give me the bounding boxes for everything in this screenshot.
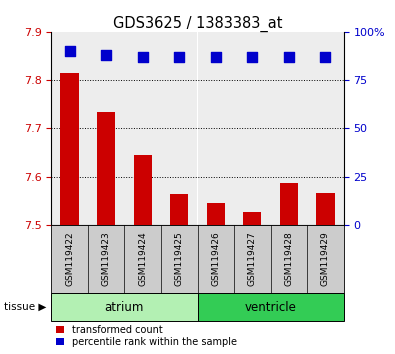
Text: GSM119427: GSM119427 — [248, 232, 257, 286]
Point — [286, 54, 292, 60]
Bar — [198, 292, 344, 321]
Legend: transformed count, percentile rank within the sample: transformed count, percentile rank withi… — [56, 325, 237, 347]
Text: atrium: atrium — [105, 301, 144, 314]
Point — [103, 52, 109, 58]
Point — [322, 54, 329, 60]
Point — [66, 48, 73, 54]
Bar — [243, 212, 261, 225]
Text: ventricle: ventricle — [245, 301, 297, 314]
Text: GSM119425: GSM119425 — [175, 232, 184, 286]
Bar — [207, 203, 225, 225]
Text: GSM119422: GSM119422 — [65, 232, 74, 286]
Bar — [198, 32, 234, 225]
Point — [176, 54, 182, 60]
Bar — [51, 292, 198, 321]
Bar — [51, 32, 88, 225]
Bar — [97, 112, 115, 225]
Text: GSM119426: GSM119426 — [211, 232, 220, 286]
Title: GDS3625 / 1383383_at: GDS3625 / 1383383_at — [113, 16, 282, 32]
Text: GSM119428: GSM119428 — [284, 232, 293, 286]
Point — [213, 54, 219, 60]
Text: GSM119424: GSM119424 — [138, 232, 147, 286]
Bar — [134, 155, 152, 225]
Bar — [60, 73, 79, 225]
Bar — [316, 193, 335, 225]
Bar — [88, 32, 124, 225]
Text: tissue ▶: tissue ▶ — [4, 302, 46, 312]
Bar — [307, 32, 344, 225]
Bar — [124, 32, 161, 225]
Bar — [234, 32, 271, 225]
Bar — [271, 32, 307, 225]
Text: GSM119423: GSM119423 — [102, 232, 111, 286]
Bar — [280, 183, 298, 225]
Bar — [170, 194, 188, 225]
Point — [249, 54, 256, 60]
Point — [139, 54, 146, 60]
Text: GSM119429: GSM119429 — [321, 232, 330, 286]
Bar — [161, 32, 198, 225]
